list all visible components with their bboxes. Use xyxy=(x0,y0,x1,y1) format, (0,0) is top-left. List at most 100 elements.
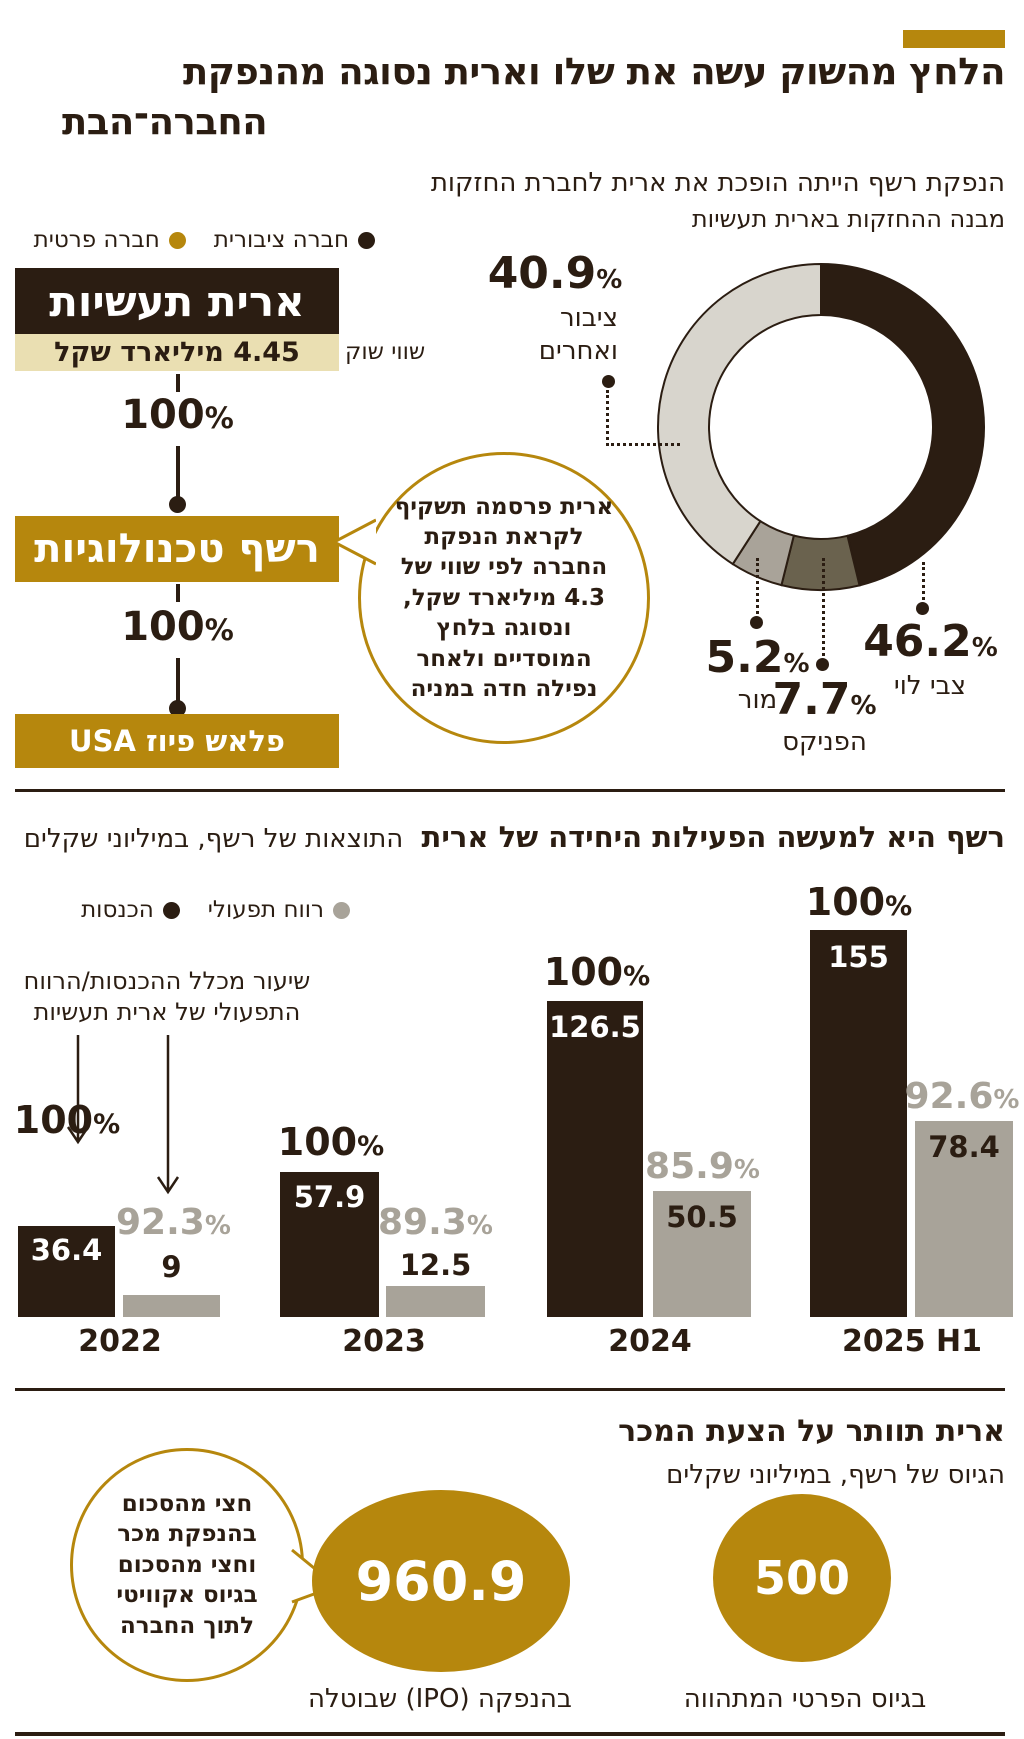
leader-line xyxy=(606,390,609,446)
leader-dot xyxy=(816,658,829,671)
ipo-amount-value: 960.9 xyxy=(355,1549,527,1613)
profit-value-2023: 12.5 xyxy=(399,1248,472,1282)
org-box-parent: ארית תעשיות xyxy=(15,268,339,334)
legend-item-operating-profit: רווח תפעולי xyxy=(208,897,350,923)
donut-label-mor: מור xyxy=(737,685,778,715)
page-title-line1: הלחץ מהשוק עשה את שלו וארית נסוגה מהנפקת xyxy=(183,50,1006,93)
leader-line xyxy=(922,562,925,600)
donut-pct-public: 40.9% xyxy=(487,248,623,299)
year-label-2024: 2024 xyxy=(608,1324,692,1359)
bar-revenue-2025h1 xyxy=(810,929,907,1317)
legend-item-public: חברה ציבורית xyxy=(214,227,375,253)
profit-share-2023: 89.3% xyxy=(378,1202,493,1243)
grandchild-company-name: פלאש פיוז USA xyxy=(69,724,285,758)
operating-profit-dot-icon xyxy=(333,901,350,919)
revenue-share-2023: 100% xyxy=(277,1120,385,1164)
profit-value-2022: 9 xyxy=(161,1250,182,1284)
ipo-amount-circle: 960.9 xyxy=(312,1490,570,1672)
legend-label: הכנסות xyxy=(81,897,154,923)
page-subtitle: הנפקת רשף הייתה הופכת את ארית לחברת החזק… xyxy=(430,168,1005,198)
donut-segment-0 xyxy=(820,262,985,587)
leader-line xyxy=(822,558,825,656)
org-connector-line xyxy=(176,658,180,702)
year-label-2023: 2023 xyxy=(342,1324,426,1359)
revenue-share-2024: 100% xyxy=(543,950,651,994)
page-title-line2: החברה־הבת xyxy=(62,100,268,143)
org-box-child: רשף טכנולוגיות xyxy=(15,516,339,582)
revenue-value-2024: 126.5 xyxy=(549,1010,641,1044)
private-amount-value: 500 xyxy=(753,1551,851,1605)
leader-line xyxy=(606,443,680,446)
holdings-donut-chart xyxy=(657,262,985,591)
bars-header-bold: רשף היא למעשה הפעילות היחידה של ארית xyxy=(421,820,1005,854)
child-company-name: רשף טכנולוגיות xyxy=(34,526,320,572)
org-connector-line xyxy=(176,374,180,392)
revenue-value-2025h1: 155 xyxy=(828,940,889,974)
bar-revenue-2024 xyxy=(547,1000,643,1317)
bar-profit-2022 xyxy=(123,1294,220,1317)
parent-company-name: ארית תעשיות xyxy=(49,276,305,326)
bottom-divider xyxy=(15,1732,1005,1736)
market-cap-box: 4.45 מיליארד שקל xyxy=(15,334,339,371)
year-label-2025h1: 2025 H1 xyxy=(842,1324,982,1359)
leader-line xyxy=(756,558,759,614)
offer-callout-text: חצי מהסכום בהנפקת מכר וחצי מהסכום בגיוס … xyxy=(116,1491,258,1639)
section-divider xyxy=(15,789,1005,792)
revenue-share-2022: 100% xyxy=(13,1098,121,1142)
legend-item-revenue: הכנסות xyxy=(81,897,180,923)
donut-chart-title: מבנה ההחזקות בארית תעשיות xyxy=(691,205,1005,233)
bars-legend: רווח תפעולי הכנסות xyxy=(10,897,350,923)
org-connector-line xyxy=(176,584,180,602)
legend-label: חברה ציבורית xyxy=(213,227,349,253)
profit-value-2025h1: 78.4 xyxy=(928,1130,1000,1164)
market-cap-label: שווי שוק xyxy=(345,339,426,365)
section-divider xyxy=(15,1388,1005,1391)
leader-dot xyxy=(916,602,929,615)
market-cap-value: 4.45 מיליארד שקל xyxy=(54,337,300,368)
bar-revenue-2023 xyxy=(280,1172,379,1317)
revenue-value-2022: 36.4 xyxy=(30,1233,103,1267)
share-annotation: שיעור מכלל ההכנסות/הרווח התפעולי של ארית… xyxy=(23,967,311,1027)
bar-profit-2025h1 xyxy=(915,1121,1013,1317)
donut-label-public: ציבור ואחרים xyxy=(538,303,618,366)
leader-dot xyxy=(602,375,615,388)
donut-pct-phoenix: 7.7% xyxy=(772,674,877,725)
profit-share-2025h1: 92.6% xyxy=(904,1076,1020,1117)
offer-section-subtitle: הגיוס של רשף, במיליוני שקלים xyxy=(666,1460,1005,1490)
offer-callout-bubble: חצי מהסכום בהנפקת מכר וחצי מהסכום בגיוס … xyxy=(70,1448,304,1682)
org-box-grandchild: פלאש פיוז USA xyxy=(15,714,339,768)
revenue-dot-icon xyxy=(162,901,180,919)
profit-share-2024: 85.9% xyxy=(645,1146,760,1187)
profit-value-2024: 50.5 xyxy=(666,1200,738,1234)
year-label-2022: 2022 xyxy=(78,1324,162,1359)
profit-share-2022: 92.3% xyxy=(116,1202,231,1243)
bar-profit-2024 xyxy=(653,1190,751,1317)
legend-label: חברה פרטית xyxy=(33,227,160,253)
ownership-pct-2: 100% xyxy=(121,604,234,650)
private-amount-label: בגיוס הפרטי המתהווה xyxy=(683,1684,927,1714)
offer-section-title: ארית תוותר על הצעת המכר xyxy=(618,1414,1005,1449)
ownership-pct-1: 100% xyxy=(121,392,234,438)
private-amount-circle: 500 xyxy=(713,1494,891,1662)
ipo-callout-bubble: ארית פרסמה תשקיף לקראת הנפקת החברה לפי ש… xyxy=(358,452,650,744)
revenue-value-2023: 57.9 xyxy=(293,1180,366,1214)
bars-section-header: רשף היא למעשה הפעילות היחידה של ארית התו… xyxy=(20,820,1005,854)
bars-header-rest: התוצאות של רשף, במיליוני שקלים xyxy=(23,824,404,854)
donut-pct-mor: 5.2% xyxy=(705,632,810,683)
legend-label: רווח תפעולי xyxy=(207,897,324,923)
accent-bar xyxy=(903,30,1005,48)
bar-revenue-2022 xyxy=(18,1226,115,1317)
ipo-amount-label: בהנפקה (IPO) שבוטלה xyxy=(308,1684,572,1714)
org-connector-dot xyxy=(169,700,186,717)
public-company-dot-icon xyxy=(358,231,375,249)
donut-segment-1 xyxy=(780,534,861,591)
donut-label-phoenix: הפניקס xyxy=(782,727,867,757)
revenue-share-2025h1: 100% xyxy=(805,880,913,924)
org-connector-line xyxy=(176,446,180,498)
donut-label-zvi-levy: צבי לוי xyxy=(893,671,967,701)
org-connector-dot xyxy=(169,496,186,513)
private-company-dot-icon xyxy=(168,231,186,249)
bar-chart xyxy=(0,880,1024,1317)
leader-dot xyxy=(750,616,763,629)
